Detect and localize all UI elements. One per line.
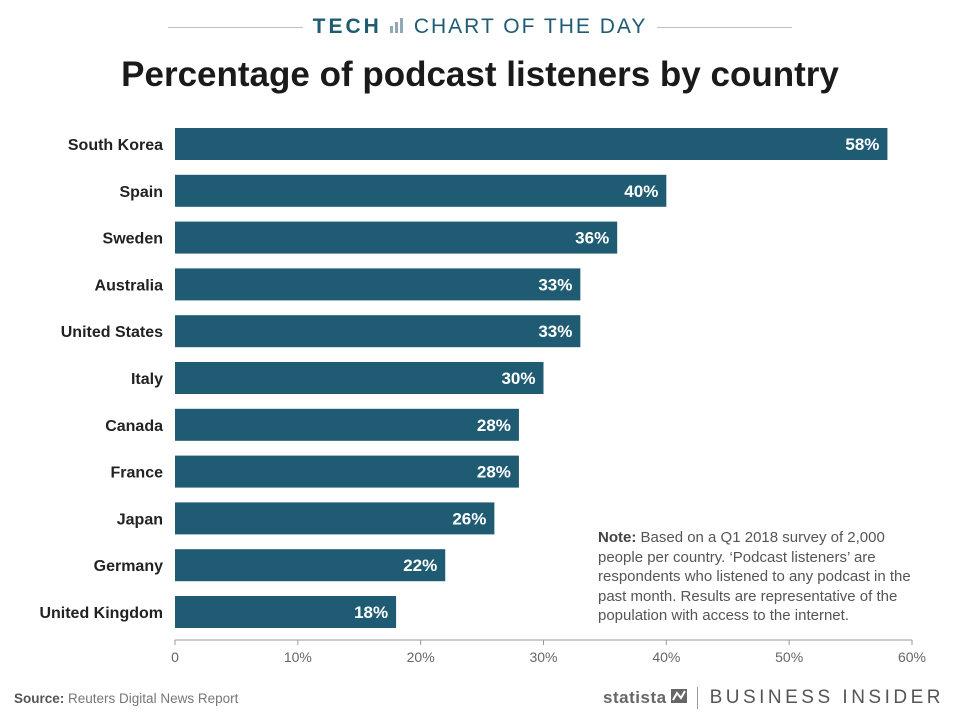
category-label: South Korea: [68, 137, 163, 154]
x-tick-label: 60%: [898, 649, 926, 665]
statista-icon: [670, 688, 687, 708]
x-tick-label: 50%: [775, 649, 803, 665]
header-inner: TECH CHART OF THE DAY: [303, 15, 658, 39]
value-label: 36%: [575, 229, 609, 248]
chart-note: Note: Based on a Q1 2018 survey of 2,000…: [598, 528, 928, 626]
bar: [175, 408, 519, 441]
category-label: Italy: [131, 371, 163, 388]
bar: [175, 315, 581, 348]
footer-brand: statista BUSINESS INSIDER: [603, 687, 944, 709]
x-tick-label: 0: [171, 649, 179, 665]
bar-chart-icon: [389, 17, 404, 38]
value-label: 30%: [501, 369, 535, 388]
category-label: United Kingdom: [39, 605, 163, 622]
category-label: Canada: [105, 418, 163, 435]
source-line: Source: Reuters Digital News Report: [14, 691, 238, 706]
category-label: Germany: [94, 558, 163, 575]
header-rule-left: [167, 26, 303, 28]
header-rule-right: [657, 26, 793, 28]
value-label: 33%: [538, 322, 572, 341]
source-label: Source:: [14, 691, 65, 706]
bar: [175, 221, 618, 254]
value-label: 18%: [354, 603, 388, 622]
brand-separator: [696, 687, 698, 709]
bar: [175, 174, 667, 207]
note-label: Note:: [598, 529, 637, 546]
value-label: 28%: [477, 416, 511, 435]
bar: [175, 128, 888, 160]
category-label: Japan: [117, 511, 163, 528]
business-insider-logo: BUSINESS INSIDER: [709, 687, 944, 708]
bar: [175, 596, 397, 628]
value-label: 40%: [624, 182, 658, 201]
value-label: 22%: [403, 556, 437, 575]
bar: [175, 268, 581, 301]
bar: [175, 502, 495, 535]
category-label: Australia: [95, 277, 164, 294]
statista-logo: statista: [603, 688, 667, 707]
x-tick-label: 20%: [407, 649, 435, 665]
note-text: Based on a Q1 2018 survey of 2,000 peopl…: [598, 529, 911, 624]
x-tick-label: 40%: [652, 649, 680, 665]
value-label: 26%: [452, 509, 486, 528]
kicker-label: TECH: [312, 15, 382, 38]
x-tick-label: 10%: [284, 649, 312, 665]
x-tick-label: 30%: [529, 649, 557, 665]
category-label: Spain: [119, 184, 163, 201]
bar: [175, 455, 519, 488]
chart-title: Percentage of podcast listeners by count…: [121, 55, 839, 94]
value-label: 58%: [845, 135, 879, 154]
value-label: 28%: [477, 463, 511, 482]
bar: [175, 549, 446, 582]
category-label: United States: [61, 324, 163, 341]
category-label: Sweden: [103, 231, 163, 248]
category-label: France: [111, 465, 164, 482]
chart-header: TECH CHART OF THE DAY: [0, 12, 960, 42]
value-label: 33%: [538, 275, 572, 294]
bar: [175, 362, 544, 394]
source-text: Reuters Digital News Report: [68, 691, 239, 706]
kicker-subtitle: CHART OF THE DAY: [413, 15, 648, 38]
